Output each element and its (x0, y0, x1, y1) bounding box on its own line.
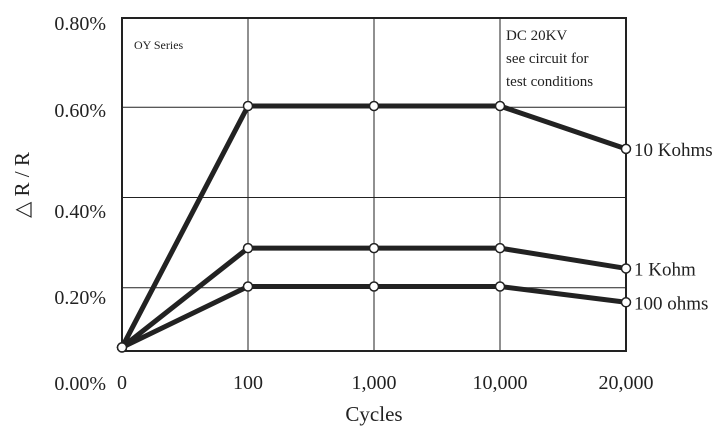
x-tick-label-1: 100 (233, 372, 263, 394)
series-1-point-2 (368, 242, 380, 254)
series-0-point-4 (620, 143, 632, 155)
conditions-line-1: DC 20KV (506, 28, 567, 44)
x-axis-title: Cycles (345, 402, 402, 426)
y-tick-label-0: 0.00% (54, 373, 106, 395)
grid-lines (122, 18, 626, 351)
series-labels: 10 Kohms 1 Kohm 100 ohms (634, 140, 713, 314)
x-axis-ticks: 0 100 1,000 10,000 20,000 (117, 372, 654, 394)
conditions-line-2: see circuit for (506, 51, 588, 67)
series-2-point-1 (242, 281, 254, 292)
conditions-line-3: test conditions (506, 74, 593, 90)
series-2-point-0 (116, 342, 128, 353)
series-label-2: 100 ohms (634, 293, 708, 314)
plot-frame (121, 17, 627, 352)
y-tick-label-1: 0.20% (54, 287, 106, 309)
y-tick-label-2: 0.40% (54, 201, 106, 223)
series-0-point-3 (494, 100, 506, 112)
series-note-annotation: OY Series (134, 38, 184, 52)
series-0-point-2 (368, 100, 380, 112)
y-tick-label-4: 0.80% (54, 13, 106, 35)
y-tick-label-3: 0.60% (54, 100, 106, 122)
y-axis-ticks: 0.00% 0.20% 0.40% 0.60% 0.80% (54, 13, 106, 395)
x-tick-label-3: 10,000 (473, 372, 528, 394)
series-1-point-1 (242, 242, 254, 254)
series-markers (116, 100, 632, 353)
x-tick-label-0: 0 (117, 372, 127, 394)
series-2-point-2 (368, 281, 380, 292)
series-2-point-3 (494, 281, 506, 292)
x-tick-label-2: 1,000 (352, 372, 397, 394)
series-label-1: 1 Kohm (634, 259, 696, 280)
series-1-point-4 (620, 263, 632, 274)
series-2-point-4 (620, 297, 632, 308)
series-label-0: 10 Kohms (634, 140, 713, 161)
x-tick-label-4: 20,000 (599, 372, 654, 394)
series-0-point-1 (242, 100, 254, 112)
y-axis-title: △ R / R (10, 152, 34, 218)
series-1-point-3 (494, 242, 506, 254)
